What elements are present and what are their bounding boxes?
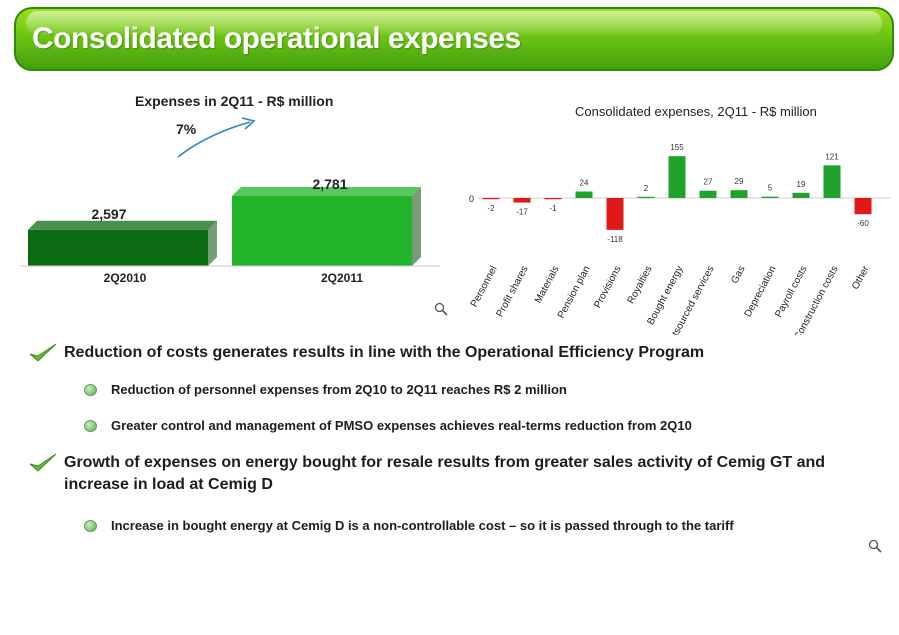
bar xyxy=(699,190,717,198)
bar-value-label: -118 xyxy=(607,235,623,244)
sub-bullet-text: Increase in bought energy at Cemig D is … xyxy=(111,518,734,533)
category-label: Profit shares xyxy=(495,264,531,319)
bar xyxy=(637,196,655,198)
bar xyxy=(823,165,841,198)
category-label: Royalties xyxy=(626,264,655,305)
bullet-item: Reduction of costs generates results in … xyxy=(28,342,888,366)
bar-value-label: 5 xyxy=(768,184,773,193)
bar xyxy=(730,190,748,198)
category-label: Personnel xyxy=(469,264,500,309)
banner-gloss xyxy=(26,11,882,35)
category-label: 2Q2010 xyxy=(104,271,147,285)
growth-label: 7% xyxy=(176,121,197,137)
bullet-text: Growth of expenses on energy bought for … xyxy=(64,454,826,493)
bar xyxy=(482,198,500,200)
magnifier-icon[interactable] xyxy=(434,302,448,316)
bar-value-label: 19 xyxy=(797,180,806,189)
bar-value-label: 2,597 xyxy=(91,206,126,222)
bar-value-label: -2 xyxy=(487,204,495,213)
bar xyxy=(854,198,872,215)
left-chart-title: Expenses in 2Q11 - R$ million xyxy=(135,93,334,109)
sub-bullet-text: Reduction of personnel expenses from 2Q1… xyxy=(111,382,567,397)
category-label: Payroll costs xyxy=(773,264,809,319)
bar xyxy=(761,196,779,198)
bar xyxy=(792,192,810,198)
category-label: Materials xyxy=(533,264,562,305)
bar xyxy=(28,220,217,266)
arrow-icon xyxy=(177,117,256,158)
bullet-text: Reduction of costs generates results in … xyxy=(64,344,705,361)
bar-value-label: -1 xyxy=(549,204,557,213)
category-label: Pension plan xyxy=(556,264,593,320)
left-bar-chart: 2,597 2,781 2Q2010 2Q2011 xyxy=(20,176,440,285)
bullet-dot-icon xyxy=(84,384,97,396)
bar-value-label: 121 xyxy=(825,152,839,161)
bar-value-label: 24 xyxy=(580,179,589,188)
check-icon xyxy=(29,453,57,472)
bar xyxy=(606,198,624,230)
bar-value-label: 2,781 xyxy=(312,176,347,192)
bar xyxy=(575,191,593,198)
title-banner: Consolidated operational expenses xyxy=(14,7,894,71)
sub-bullet-text: Greater control and management of PMSO e… xyxy=(111,418,692,433)
bar xyxy=(232,187,421,266)
category-label: Depreciation xyxy=(743,264,779,319)
bar xyxy=(668,156,686,198)
right-bar-chart: 0 -2 Personnel -17 Profit shares -1 Materials… xyxy=(469,143,890,335)
bar-value-label: 155 xyxy=(670,143,684,152)
bar-value-label: 29 xyxy=(735,177,744,186)
bar-value-label: 2 xyxy=(644,184,649,193)
bar xyxy=(513,198,531,203)
zero-axis-label: 0 xyxy=(469,194,474,204)
bar-value-label: -17 xyxy=(516,208,528,217)
page-title: Consolidated operational expenses xyxy=(32,22,521,55)
category-label: Other xyxy=(850,264,872,292)
right-chart-title: Consolidated expenses, 2Q11 - R$ million xyxy=(575,104,817,119)
bullet-item: Growth of expenses on energy bought for … xyxy=(28,452,888,498)
bar-value-label: -60 xyxy=(857,219,869,228)
category-label: Provisions xyxy=(592,264,623,310)
bar-value-label: 27 xyxy=(704,178,713,187)
bullet-dot-icon xyxy=(84,420,97,432)
category-label: Gas xyxy=(729,264,747,285)
category-label: 2Q2011 xyxy=(321,271,363,285)
bar xyxy=(544,198,562,200)
bullet-dot-icon xyxy=(84,520,97,532)
magnifier-icon[interactable] xyxy=(868,539,882,553)
check-icon xyxy=(29,343,57,362)
